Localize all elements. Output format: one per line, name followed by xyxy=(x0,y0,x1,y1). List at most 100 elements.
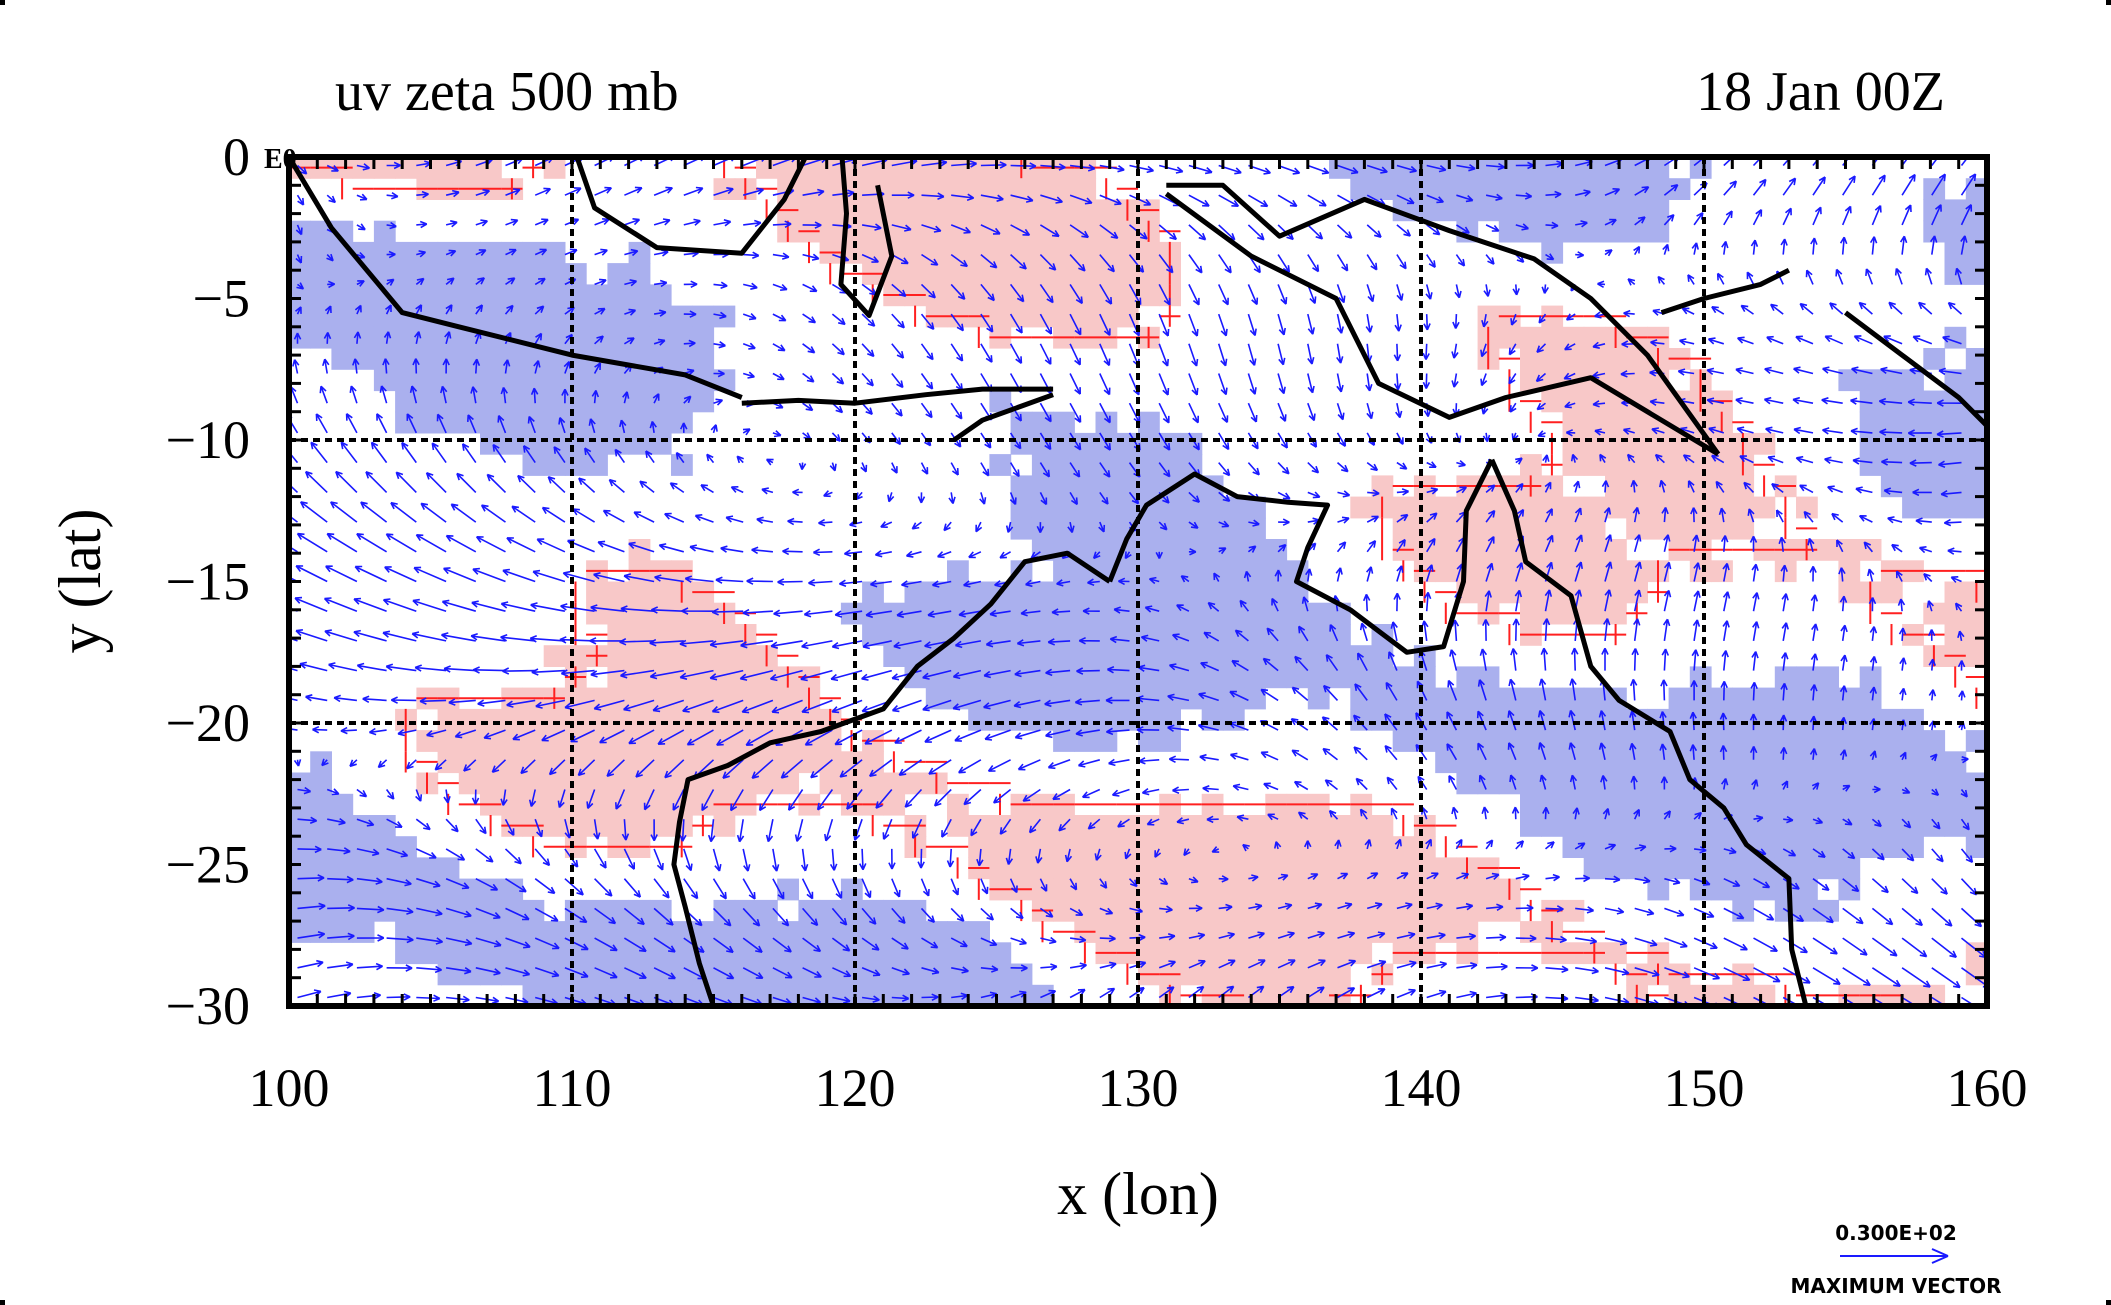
wind-vector xyxy=(1799,484,1814,494)
wind-vector xyxy=(1366,515,1380,523)
field-cell xyxy=(1053,687,1075,710)
field-cell xyxy=(1583,432,1606,455)
field-cell xyxy=(1626,815,1648,837)
wind-vector xyxy=(1099,194,1122,206)
field-cell xyxy=(1520,178,1542,200)
wind-vector xyxy=(713,219,732,227)
wind-vector xyxy=(798,462,807,471)
field-cell xyxy=(1965,475,1987,498)
wind-vector xyxy=(356,193,368,201)
wind-vector xyxy=(1247,284,1259,306)
field-cell xyxy=(1880,411,1903,434)
field-cell xyxy=(1711,815,1733,837)
wind-vector xyxy=(1842,967,1871,987)
field-cell xyxy=(1796,496,1818,519)
x-tick-label: 150 xyxy=(1664,1058,1745,1118)
wind-vector xyxy=(1396,988,1416,999)
wind-vector xyxy=(1069,462,1081,478)
field-cell xyxy=(1965,348,1987,370)
wind-vector xyxy=(985,640,1011,648)
field-cell xyxy=(1074,475,1097,498)
wind-vector xyxy=(831,372,845,385)
wind-vector xyxy=(547,476,566,493)
field-cell xyxy=(1435,857,1457,880)
wind-vector xyxy=(1366,959,1387,969)
wind-vector xyxy=(1426,194,1444,204)
corner-mark-top-left xyxy=(0,0,5,5)
field-cell xyxy=(819,178,842,200)
wind-vector xyxy=(1366,284,1375,303)
field-cell xyxy=(628,369,651,392)
wind-vector xyxy=(911,521,922,530)
wind-vector xyxy=(1047,759,1071,770)
wind-vector xyxy=(522,445,536,464)
field-cell xyxy=(522,454,545,476)
field-cell xyxy=(1265,815,1288,837)
field-cell xyxy=(692,751,715,774)
field-cell xyxy=(1944,432,1967,455)
wind-vector xyxy=(1366,539,1377,553)
field-cell xyxy=(1626,517,1648,540)
wind-vector xyxy=(1485,484,1496,494)
field-cell xyxy=(1031,602,1054,625)
field-cell xyxy=(522,921,545,943)
wind-vector xyxy=(480,504,506,523)
wind-vector xyxy=(801,640,833,650)
wind-vector xyxy=(712,848,722,872)
field-cell xyxy=(1074,687,1097,710)
field-cell xyxy=(1668,708,1691,731)
wind-vector xyxy=(443,789,451,804)
wind-vector xyxy=(954,640,982,649)
wind-vector xyxy=(1545,935,1567,944)
field-cell xyxy=(1053,708,1075,731)
field-cell xyxy=(1010,815,1033,837)
wind-vector xyxy=(1899,751,1907,761)
wind-vector xyxy=(1780,682,1788,701)
wind-vector xyxy=(1812,878,1830,891)
wind-vector xyxy=(1243,570,1252,582)
field-cell xyxy=(1159,942,1181,965)
field-cell xyxy=(1562,581,1585,604)
field-cell xyxy=(734,921,757,943)
wind-vector xyxy=(1069,224,1089,239)
field-cell xyxy=(480,348,502,370)
wind-vector xyxy=(1603,618,1611,641)
field-cell xyxy=(1498,199,1521,222)
coastline-new-guinea-north xyxy=(1166,182,1721,456)
corner-mark-bottom-right xyxy=(2106,1300,2111,1305)
wind-vector xyxy=(594,218,610,226)
wind-vector xyxy=(1604,875,1621,884)
wind-vector xyxy=(1545,965,1569,973)
field-cell xyxy=(1774,730,1797,752)
corner-mark-top-right xyxy=(2106,0,2111,5)
wind-vector xyxy=(1940,490,1962,498)
wind-vector xyxy=(1329,623,1339,642)
field-cell xyxy=(1138,284,1160,307)
wind-vector xyxy=(321,758,329,767)
wind-vector xyxy=(1394,838,1402,850)
field-cell xyxy=(501,263,524,285)
field-cell xyxy=(1541,220,1564,243)
wind-vector xyxy=(742,608,773,617)
field-cell xyxy=(968,178,990,200)
wind-vector xyxy=(891,191,915,199)
wind-vector xyxy=(920,878,930,897)
field-cell xyxy=(501,369,524,392)
field-cell xyxy=(1265,666,1288,689)
field-cell xyxy=(1562,793,1585,816)
wind-vector xyxy=(1544,534,1554,553)
wind-vector xyxy=(1247,343,1257,366)
wind-vector xyxy=(777,578,803,586)
wind-vector xyxy=(739,669,774,681)
wind-vector xyxy=(289,483,299,493)
field-cell xyxy=(522,411,545,434)
wind-vector xyxy=(1099,491,1109,505)
wind-vector xyxy=(1337,516,1350,524)
field-cell xyxy=(458,921,481,943)
wind-vector xyxy=(1812,206,1822,226)
field-cell xyxy=(1562,496,1585,519)
wind-vector xyxy=(1930,753,1938,762)
field-cell xyxy=(713,687,736,710)
wind-vector xyxy=(505,937,531,949)
field-cell xyxy=(1074,708,1097,731)
